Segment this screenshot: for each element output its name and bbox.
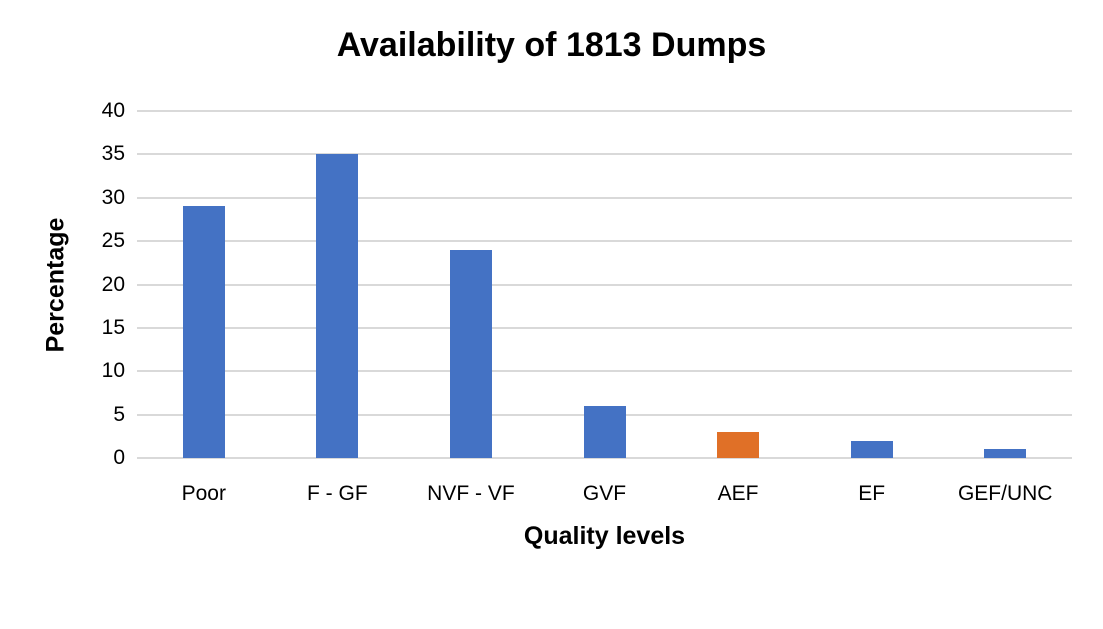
bar-gef-unc <box>984 449 1027 458</box>
gridline <box>137 153 1072 156</box>
x-tick-label: NVF - VF <box>427 482 515 505</box>
x-tick-label: EF <box>858 482 886 505</box>
y-tick-label: 5 <box>113 402 125 426</box>
y-tick-label: 20 <box>101 272 125 296</box>
bar-poor <box>182 206 225 458</box>
x-axis-label: Quality levels <box>523 522 686 550</box>
bar-nvf-vf <box>449 249 492 458</box>
y-tick-label: 15 <box>101 315 125 339</box>
y-tick-label: 40 <box>101 99 125 122</box>
x-tick-label: GEF/UNC <box>957 482 1053 505</box>
y-tick-label: 30 <box>101 185 125 209</box>
chart-title: Availability of 1813 Dumps <box>336 26 767 64</box>
bar-aef <box>717 431 760 458</box>
y-tick-label: 35 <box>101 142 125 166</box>
gridline <box>137 240 1072 243</box>
bar-ef <box>850 440 893 458</box>
plot-area <box>137 110 1072 459</box>
bar-f-gf <box>316 154 359 458</box>
bar-gvf <box>583 405 626 458</box>
y-tick-label: 25 <box>101 229 125 253</box>
x-tick-label: GVF <box>582 482 627 505</box>
gridline <box>137 457 1072 459</box>
x-tick-label: F - GF <box>307 482 368 505</box>
gridline <box>137 326 1072 329</box>
gridline <box>137 283 1072 286</box>
gridline <box>137 370 1072 373</box>
x-tick-label: AEF <box>717 482 759 505</box>
gridline <box>137 196 1072 199</box>
y-tick-label: 10 <box>101 359 125 383</box>
y-tick-label: 0 <box>113 446 125 469</box>
x-tick-label: Poor <box>181 482 226 505</box>
gridline <box>137 110 1072 112</box>
